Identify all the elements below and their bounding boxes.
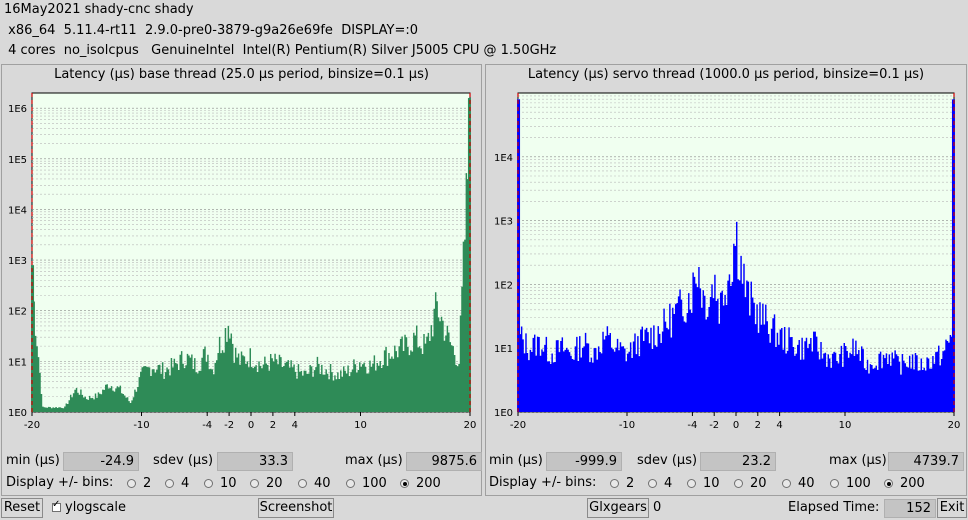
base-max-label: max (µs) bbox=[345, 453, 403, 468]
header-line-1: 16May2021 shady-cnc shady bbox=[4, 2, 194, 17]
base-bins-radio-10[interactable]: 10 bbox=[204, 476, 237, 491]
base-histogram-bars bbox=[32, 173, 470, 412]
servo-x-tick-label: 20 bbox=[948, 420, 961, 431]
servo-x-tick-label: 4 bbox=[776, 420, 782, 431]
servo-y-tick-label: 1E4 bbox=[494, 153, 513, 164]
servo-bins-radio-40[interactable]: 40 bbox=[782, 476, 815, 491]
servo-x-tick-label: -20 bbox=[510, 420, 526, 431]
servo-thread-panel: Latency (µs) servo thread (1000.0 µs per… bbox=[485, 64, 967, 496]
servo-sdev-label: sdev (µs) bbox=[637, 453, 698, 468]
base-max-value: 9875.6 bbox=[406, 452, 482, 471]
header-line-3: 4 cores no_isolcpus GenuineIntel Intel(R… bbox=[4, 43, 557, 58]
servo-bins-label: Display +/- bins: bbox=[489, 475, 597, 490]
ylogscale-checkbox[interactable]: ylogscale bbox=[52, 499, 127, 515]
base-x-tick-label: 10 bbox=[354, 420, 367, 431]
servo-chart-title: Latency (µs) servo thread (1000.0 µs per… bbox=[527, 67, 925, 82]
servo-x-tick-label: 10 bbox=[839, 420, 852, 431]
servo-bins-radio-20[interactable]: 20 bbox=[734, 476, 767, 491]
base-x-tick-label: 2 bbox=[270, 420, 276, 431]
elapsed-time-label: Elapsed Time: bbox=[788, 500, 880, 515]
servo-max-label: max (µs) bbox=[829, 453, 887, 468]
base-chart-title: Latency (µs) base thread (25.0 µs period… bbox=[54, 67, 429, 82]
servo-bins-radio-200[interactable]: 200 bbox=[884, 476, 925, 491]
servo-x-tick-label: -2 bbox=[709, 420, 719, 431]
base-sdev-value: 33.3 bbox=[217, 452, 293, 471]
servo-x-tick-label: -10 bbox=[619, 420, 635, 431]
base-x-tick-label: -4 bbox=[202, 420, 212, 431]
servo-x-tick-label: 2 bbox=[755, 420, 761, 431]
base-bins-label: Display +/- bins: bbox=[6, 475, 114, 490]
base-x-tick-label: 4 bbox=[292, 420, 298, 431]
base-y-tick-label: 1E4 bbox=[8, 205, 27, 216]
servo-bins-radio-2[interactable]: 2 bbox=[610, 476, 634, 491]
base-x-tick-label: -20 bbox=[24, 420, 40, 431]
base-x-tick-label: 20 bbox=[464, 420, 477, 431]
base-y-tick-label: 1E6 bbox=[8, 104, 27, 115]
servo-min-value: -999.9 bbox=[546, 452, 622, 471]
glxgears-count: 0 bbox=[653, 500, 662, 515]
base-min-label: min (µs) bbox=[6, 453, 60, 468]
servo-bins-radio-10[interactable]: 10 bbox=[687, 476, 720, 491]
servo-y-tick-label: 1E0 bbox=[494, 408, 513, 419]
servo-bins-radio-100[interactable]: 100 bbox=[830, 476, 871, 491]
glxgears-button[interactable]: Glxgears bbox=[587, 498, 649, 518]
base-x-tick-label: 0 bbox=[248, 420, 254, 431]
servo-bins-radio-4[interactable]: 4 bbox=[648, 476, 672, 491]
screenshot-button[interactable]: Screenshot bbox=[258, 498, 334, 518]
base-bins-radio-2[interactable]: 2 bbox=[127, 476, 151, 491]
servo-y-tick-label: 1E3 bbox=[494, 217, 513, 228]
servo-sdev-value: 23.2 bbox=[700, 452, 776, 471]
servo-histogram-bars bbox=[518, 176, 954, 412]
base-x-tick-label: -10 bbox=[133, 420, 149, 431]
ylogscale-check-mark[interactable] bbox=[52, 499, 61, 512]
ylogscale-label: ylogscale bbox=[65, 500, 127, 515]
base-bins-radio-40[interactable]: 40 bbox=[298, 476, 331, 491]
base-sdev-label: sdev (µs) bbox=[153, 453, 214, 468]
servo-x-tick-label: 0 bbox=[733, 420, 739, 431]
servo-y-tick-label: 1E2 bbox=[494, 280, 513, 291]
base-bins-radio-200[interactable]: 200 bbox=[400, 476, 441, 491]
base-y-tick-label: 1E2 bbox=[8, 307, 27, 318]
base-thread-panel: Latency (µs) base thread (25.0 µs period… bbox=[1, 64, 482, 496]
base-y-tick-label: 1E1 bbox=[8, 357, 27, 368]
base-y-tick-label: 1E3 bbox=[8, 256, 27, 267]
servo-x-tick-label: -4 bbox=[687, 420, 697, 431]
base-y-tick-label: 1E0 bbox=[8, 408, 27, 419]
base-bins-radio-20[interactable]: 20 bbox=[250, 476, 283, 491]
servo-min-label: min (µs) bbox=[489, 453, 543, 468]
elapsed-time-value: 152 bbox=[884, 499, 936, 518]
base-bins-radio-100[interactable]: 100 bbox=[346, 476, 387, 491]
base-y-tick-label: 1E5 bbox=[8, 155, 27, 166]
base-x-tick-label: -2 bbox=[224, 420, 234, 431]
header-line-2: x86_64 5.11.4-rt11 2.9.0-pre0-3879-g9a26… bbox=[4, 23, 419, 38]
servo-y-tick-label: 1E1 bbox=[494, 344, 513, 355]
exit-button[interactable]: Exit bbox=[937, 498, 967, 518]
base-min-value: -24.9 bbox=[63, 452, 139, 471]
base-bins-radio-4[interactable]: 4 bbox=[165, 476, 189, 491]
reset-button[interactable]: Reset bbox=[1, 498, 43, 518]
servo-max-value: 4739.7 bbox=[888, 452, 964, 471]
